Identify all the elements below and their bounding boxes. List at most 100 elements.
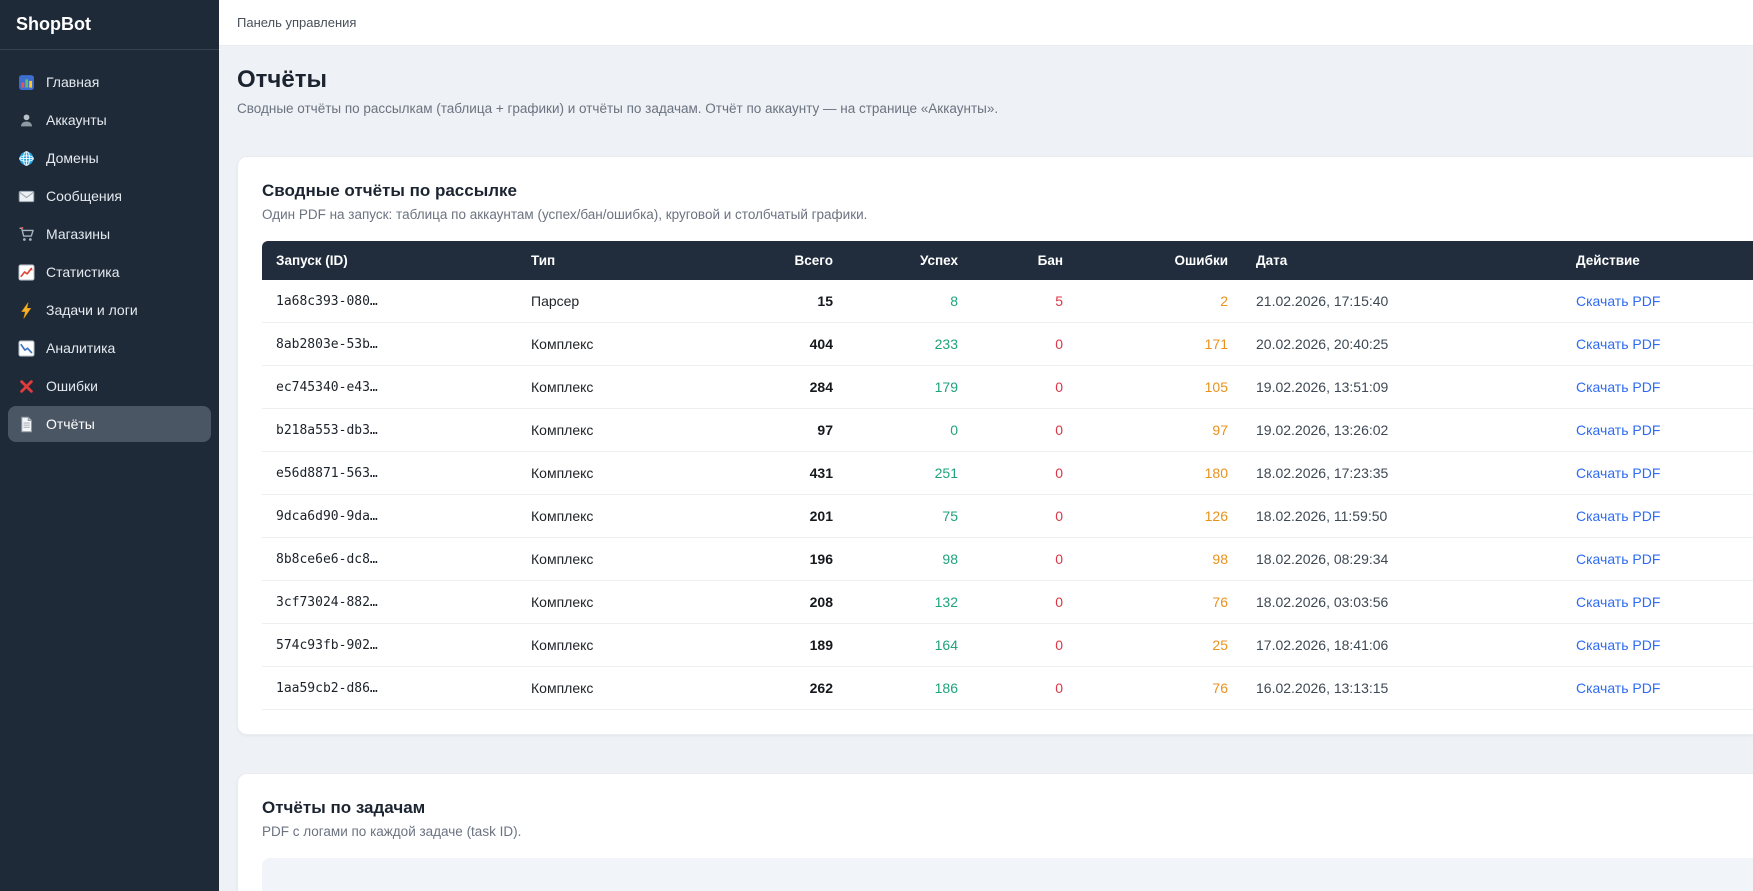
download-pdf-link[interactable]: Скачать PDF — [1576, 680, 1661, 696]
action-cell: Скачать PDF — [1562, 667, 1753, 710]
action-cell: Скачать PDF — [1562, 538, 1753, 581]
ban-cell: 0 — [972, 366, 1077, 409]
download-pdf-link[interactable]: Скачать PDF — [1576, 551, 1661, 567]
total-cell: 15 — [752, 280, 847, 323]
download-pdf-link[interactable]: Скачать PDF — [1576, 594, 1661, 610]
success-cell: 132 — [847, 581, 972, 624]
ban-cell: 0 — [972, 667, 1077, 710]
run-id-cell: e56d8871-563… — [262, 452, 517, 495]
action-cell: Скачать PDF — [1562, 280, 1753, 323]
mailing-reports-card: Сводные отчёты по рассылке Один PDF на з… — [237, 156, 1753, 735]
topbar: Панель управления — [219, 0, 1753, 46]
sidebar-item-reports[interactable]: Отчёты — [8, 406, 211, 442]
date-cell: 18.02.2026, 03:03:56 — [1242, 581, 1562, 624]
sidebar-item-shops[interactable]: Магазины — [8, 216, 211, 252]
brand-logo: ShopBot — [0, 0, 219, 50]
success-cell: 98 — [847, 538, 972, 581]
date-cell: 18.02.2026, 11:59:50 — [1242, 495, 1562, 538]
total-cell: 189 — [752, 624, 847, 667]
sidebar-item-label: Аккаунты — [46, 112, 107, 128]
table-row: 1a68c393-080… Парсер 15 8 5 2 21.02.2026… — [262, 280, 1753, 323]
sidebar-item-stats[interactable]: Статистика — [8, 254, 211, 290]
table-row: ec745340-e43… Комплекс 284 179 0 105 19.… — [262, 366, 1753, 409]
sidebar-item-domains[interactable]: Домены — [8, 140, 211, 176]
download-pdf-link[interactable]: Скачать PDF — [1576, 379, 1661, 395]
date-cell: 16.02.2026, 13:13:15 — [1242, 667, 1562, 710]
type-cell: Комплекс — [517, 624, 752, 667]
total-cell: 431 — [752, 452, 847, 495]
errors-cell: 171 — [1077, 323, 1242, 366]
run-id-cell: ec745340-e43… — [262, 366, 517, 409]
ban-cell: 5 — [972, 280, 1077, 323]
action-cell: Скачать PDF — [1562, 495, 1753, 538]
ban-cell: 0 — [972, 452, 1077, 495]
success-cell: 179 — [847, 366, 972, 409]
total-cell: 97 — [752, 409, 847, 452]
main-content: Отчёты Сводные отчёты по рассылкам (табл… — [219, 46, 1753, 891]
lightning-icon — [18, 302, 35, 319]
sidebar-item-label: Отчёты — [46, 416, 95, 432]
success-cell: 251 — [847, 452, 972, 495]
table-row: 574c93fb-902… Комплекс 189 164 0 25 17.0… — [262, 624, 1753, 667]
person-icon — [18, 112, 35, 129]
action-cell: Скачать PDF — [1562, 581, 1753, 624]
download-pdf-link[interactable]: Скачать PDF — [1576, 422, 1661, 438]
errors-cell: 25 — [1077, 624, 1242, 667]
download-pdf-link[interactable]: Скачать PDF — [1576, 637, 1661, 653]
sidebar-item-home[interactable]: Главная — [8, 64, 211, 100]
sidebar-item-messages[interactable]: Сообщения — [8, 178, 211, 214]
date-cell: 17.02.2026, 18:41:06 — [1242, 624, 1562, 667]
sidebar: ShopBot Главная Аккаунты Домены Сообщени… — [0, 0, 219, 891]
run-id-cell: 9dca6d90-9da… — [262, 495, 517, 538]
download-pdf-link[interactable]: Скачать PDF — [1576, 336, 1661, 352]
sidebar-item-errors[interactable]: Ошибки — [8, 368, 211, 404]
sidebar-item-label: Статистика — [46, 264, 120, 280]
errors-cell: 98 — [1077, 538, 1242, 581]
sidebar-item-accounts[interactable]: Аккаунты — [8, 102, 211, 138]
success-cell: 186 — [847, 667, 972, 710]
download-pdf-link[interactable]: Скачать PDF — [1576, 293, 1661, 309]
total-cell: 201 — [752, 495, 847, 538]
col-header-date: Дата — [1242, 241, 1562, 280]
task-reports-table-header — [262, 858, 1753, 891]
total-cell: 196 — [752, 538, 847, 581]
action-cell: Скачать PDF — [1562, 323, 1753, 366]
sidebar-item-label: Ошибки — [46, 378, 98, 394]
total-cell: 284 — [752, 366, 847, 409]
date-cell: 20.02.2026, 20:40:25 — [1242, 323, 1562, 366]
col-header-run-id: Запуск (ID) — [262, 241, 517, 280]
type-cell: Комплекс — [517, 452, 752, 495]
action-cell: Скачать PDF — [1562, 452, 1753, 495]
run-id-cell: 574c93fb-902… — [262, 624, 517, 667]
download-pdf-link[interactable]: Скачать PDF — [1576, 465, 1661, 481]
run-id-cell: b218a553-db3… — [262, 409, 517, 452]
total-cell: 208 — [752, 581, 847, 624]
run-id-cell: 8b8ce6e6-dc8… — [262, 538, 517, 581]
date-cell: 19.02.2026, 13:26:02 — [1242, 409, 1562, 452]
table-row: b218a553-db3… Комплекс 97 0 0 97 19.02.2… — [262, 409, 1753, 452]
col-header-total: Всего — [752, 241, 847, 280]
action-cell: Скачать PDF — [1562, 366, 1753, 409]
type-cell: Комплекс — [517, 323, 752, 366]
date-cell: 19.02.2026, 13:51:09 — [1242, 366, 1562, 409]
mailing-reports-subtitle: Один PDF на запуск: таблица по аккаунтам… — [262, 207, 868, 222]
errors-cell: 76 — [1077, 667, 1242, 710]
sidebar-item-label: Сообщения — [46, 188, 122, 204]
type-cell: Комплекс — [517, 538, 752, 581]
sidebar-item-tasks[interactable]: Задачи и логи — [8, 292, 211, 328]
col-header-ban: Бан — [972, 241, 1077, 280]
table-row: 8b8ce6e6-dc8… Комплекс 196 98 0 98 18.02… — [262, 538, 1753, 581]
sidebar-item-analytics[interactable]: Аналитика — [8, 330, 211, 366]
sidebar-item-label: Домены — [46, 150, 99, 166]
success-cell: 8 — [847, 280, 972, 323]
task-reports-title: Отчёты по задачам — [262, 798, 426, 817]
sidebar-item-label: Задачи и логи — [46, 302, 138, 318]
success-cell: 0 — [847, 409, 972, 452]
breadcrumb: Панель управления — [237, 15, 357, 30]
col-header-type: Тип — [517, 241, 752, 280]
total-cell: 404 — [752, 323, 847, 366]
errors-cell: 76 — [1077, 581, 1242, 624]
sidebar-nav: Главная Аккаунты Домены Сообщения Магази… — [0, 50, 219, 442]
success-cell: 75 — [847, 495, 972, 538]
download-pdf-link[interactable]: Скачать PDF — [1576, 508, 1661, 524]
